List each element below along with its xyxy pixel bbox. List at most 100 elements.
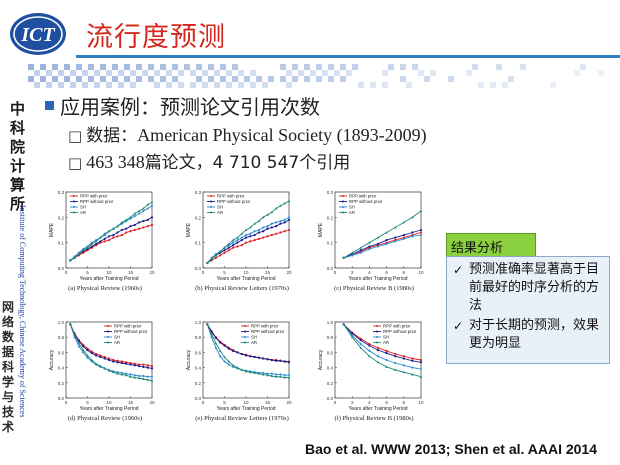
- calligraphy-char: 科: [2, 360, 18, 375]
- legend-entry: AR: [114, 340, 120, 345]
- bullet-prefix: 数据：: [86, 126, 137, 146]
- data-point: [377, 243, 379, 245]
- calligraphy-char: 中: [10, 100, 28, 119]
- data-point: [121, 229, 123, 231]
- legend-marker: [244, 331, 246, 333]
- legend-entry: SH: [80, 205, 86, 210]
- data-point: [121, 362, 123, 364]
- data-point: [129, 225, 131, 227]
- y-tick-label: 1.0: [58, 320, 65, 325]
- data-point: [125, 231, 127, 233]
- data-point: [142, 363, 144, 365]
- legend-marker: [107, 325, 109, 327]
- calligraphy-char: 技: [2, 405, 18, 420]
- legend-entry: RPP with prior: [80, 194, 108, 199]
- y-tick-label: 0.6: [327, 350, 334, 355]
- x-tick-label: 20: [286, 400, 292, 405]
- data-point: [91, 245, 93, 247]
- logo-text: ICT: [20, 24, 55, 46]
- y-axis-label: MAPE: [186, 222, 192, 237]
- data-point: [275, 360, 277, 362]
- data-point: [121, 234, 123, 236]
- data-point: [245, 237, 247, 239]
- data-point: [232, 244, 234, 246]
- data-point: [266, 228, 268, 230]
- legend-marker: [210, 201, 212, 203]
- data-point: [271, 359, 273, 361]
- data-point: [95, 354, 97, 356]
- legend-entry: SH: [114, 335, 120, 340]
- y-tick-label: 0.2: [327, 215, 334, 220]
- y-axis-label: MAPE: [49, 222, 55, 237]
- legend-entry: AR: [217, 210, 223, 215]
- legend-marker: [342, 212, 344, 214]
- data-point: [254, 234, 256, 236]
- calligraphy-char: 据: [2, 345, 18, 360]
- data-point: [284, 221, 286, 223]
- y-tick-label: 0.6: [58, 350, 65, 355]
- data-point: [245, 354, 247, 356]
- y-tick-label: 0.1: [195, 241, 202, 246]
- data-point: [99, 356, 101, 358]
- data-point: [108, 359, 110, 361]
- x-tick-label: 10: [106, 270, 112, 275]
- legend-entry: RPP without prior: [114, 329, 148, 334]
- data-point: [108, 239, 110, 241]
- x-tick-label: 15: [265, 400, 271, 405]
- data-point: [142, 226, 144, 228]
- data-point: [420, 361, 422, 363]
- chart-caption: (f) Physical Review B (1980s): [334, 415, 413, 422]
- x-axis-label: Years after Training Period: [216, 406, 275, 412]
- result-heading: 结果分析: [446, 233, 536, 257]
- y-tick-label: 0.0: [327, 396, 334, 401]
- x-tick-label: 8: [403, 400, 406, 405]
- data-point: [151, 216, 153, 218]
- calligraphy-char: 科: [10, 119, 28, 138]
- chart-panel-e: 0.0 0.2 0.4 0.6 0.8 1.0 0 5 10 15 20 Years after Tr…: [185, 318, 295, 436]
- data-point: [288, 219, 290, 221]
- data-point: [91, 352, 93, 354]
- data-point: [223, 344, 225, 346]
- bullet-text: American Physical Society (1893-2009): [137, 125, 426, 145]
- ict-logo: ICT: [8, 10, 68, 58]
- x-axis-label: Years after Training Period: [348, 406, 407, 412]
- calligraphy-char: 学: [2, 375, 18, 390]
- y-tick-label: 1.0: [195, 320, 202, 325]
- data-point: [147, 225, 149, 227]
- data-point: [377, 347, 379, 349]
- checkbox-bullet-icon: □: [68, 127, 82, 145]
- legend-marker: [107, 331, 109, 333]
- y-tick-label: 0.2: [327, 381, 334, 386]
- data-point: [142, 220, 144, 222]
- result-heading-text: 结果分析: [447, 234, 535, 256]
- y-tick-label: 0.6: [195, 350, 202, 355]
- legend-marker: [210, 212, 212, 214]
- data-point: [138, 221, 140, 223]
- y-tick-label: 0.1: [327, 241, 334, 246]
- data-point: [125, 363, 127, 365]
- chart-panel-a: 0.0 0.1 0.2 0.3 0 5 10 15 20 Years after Training…: [48, 188, 158, 306]
- data-point: [368, 344, 370, 346]
- x-tick-label: 0: [65, 400, 68, 405]
- data-point: [262, 230, 264, 232]
- side-calligraphy: 中科院计算所: [10, 100, 28, 214]
- data-point: [112, 234, 114, 236]
- data-point: [377, 349, 379, 351]
- data-point: [147, 364, 149, 366]
- y-axis-label: Accuracy: [318, 349, 324, 370]
- data-point: [411, 360, 413, 362]
- legend-marker: [342, 201, 344, 203]
- data-point: [151, 367, 153, 369]
- data-point: [403, 355, 405, 357]
- citation: Bao et al. WWW 2013; Shen et al. AAAI 20…: [305, 441, 597, 457]
- data-point: [95, 243, 97, 245]
- bullet-text: 篇论文，4 710 547个引用: [145, 153, 351, 173]
- legend-marker: [107, 336, 109, 338]
- data-point: [258, 231, 260, 233]
- data-point: [138, 228, 140, 230]
- data-point: [104, 238, 106, 240]
- data-point: [258, 357, 260, 359]
- legend-entry: RPP with prior: [114, 324, 142, 329]
- chart-caption: (a) Physical Review (1960s): [68, 285, 142, 292]
- section-subtitle: 应用案例：预测论文引用次数: [60, 91, 320, 120]
